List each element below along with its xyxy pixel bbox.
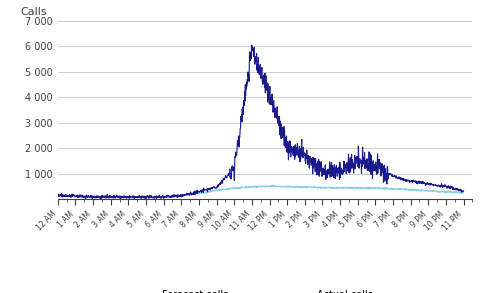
- Text: Calls: Calls: [21, 7, 47, 17]
- Legend: Forecast calls
(predicted demand), Actual calls
(actual demand): Forecast calls (predicted demand), Actua…: [129, 287, 402, 293]
